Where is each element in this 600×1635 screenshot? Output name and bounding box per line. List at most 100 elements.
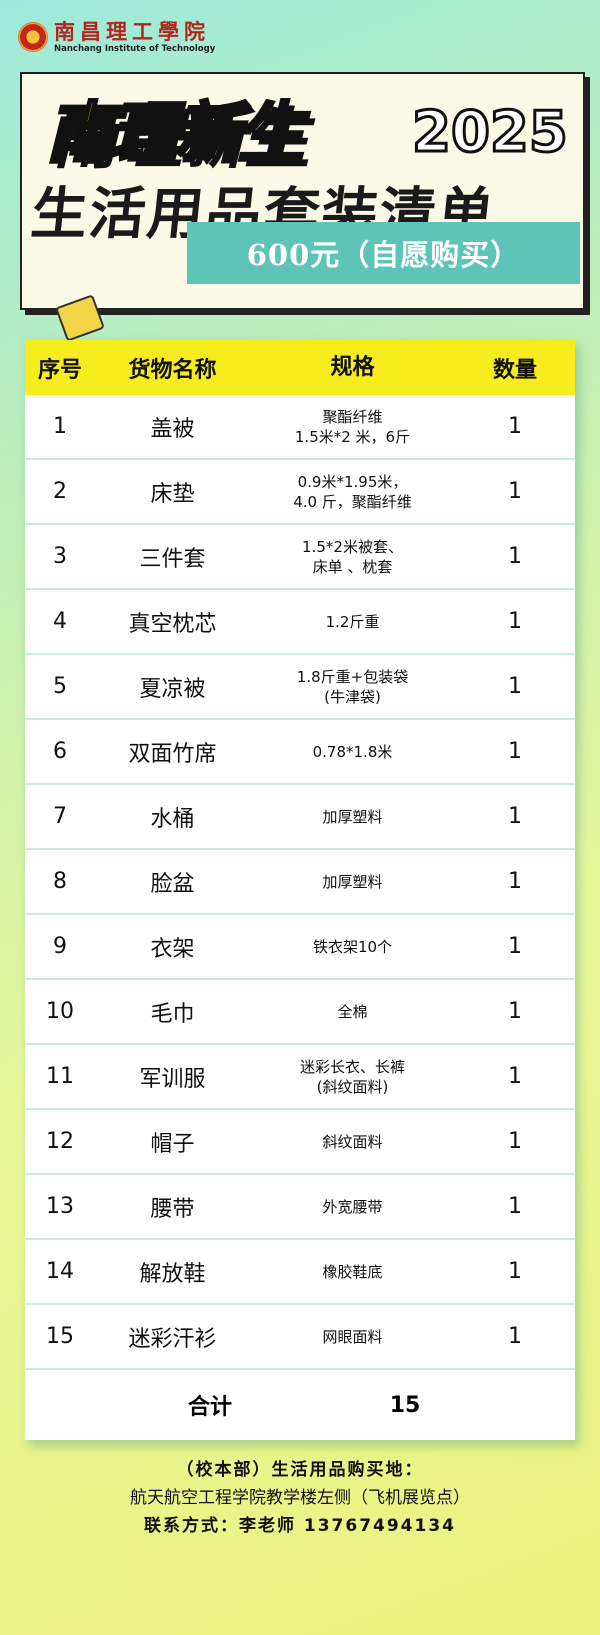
item-spec: 加厚塑料 xyxy=(250,872,455,892)
school-logo: 南昌理工學院 Nanchang Institute of Technology xyxy=(18,20,215,54)
item-qty: 1 xyxy=(508,1129,522,1154)
item-no: 3 xyxy=(53,544,67,569)
item-no: 2 xyxy=(53,479,67,504)
spec-line: 1.5*2米被套、 xyxy=(302,537,403,556)
table-row: 3 三件套 1.5*2米被套、 床单 、枕套 1 xyxy=(25,525,575,590)
table-row: 14 解放鞋 橡胶鞋底 1 xyxy=(25,1240,575,1305)
spec-line: 1.2斤重 xyxy=(325,612,380,631)
school-seal-icon xyxy=(18,22,48,52)
total-label: 合计 xyxy=(187,1395,232,1420)
header-no: 序号 xyxy=(37,357,82,383)
item-name: 解放鞋 xyxy=(139,1261,206,1287)
item-spec: 1.8斤重+包装袋 (牛津袋) xyxy=(250,667,455,707)
table-row: 8 脸盆 加厚塑料 1 xyxy=(25,850,575,915)
item-no: 8 xyxy=(53,869,67,894)
item-name: 衣架 xyxy=(150,936,195,962)
hero-title: 南理新生 xyxy=(45,94,306,174)
purchase-location-heading: （校本部）生活用品购买地： xyxy=(176,1460,424,1480)
spec-line: 4.0 斤，聚酯纤维 xyxy=(293,492,412,511)
hero-year: 2025 xyxy=(411,99,570,167)
table-row: 5 夏凉被 1.8斤重+包装袋 (牛津袋) 1 xyxy=(25,655,575,720)
hero-banner: 南理新生 2025 生活用品套装清单 600元（自愿购买） xyxy=(20,72,585,310)
spec-line: 网眼面料 xyxy=(322,1327,383,1346)
footer-info: （校本部）生活用品购买地： 航天航空工程学院教学楼左侧（飞机展览点） 联系方式：… xyxy=(0,1456,600,1540)
table-row: 9 衣架 铁衣架10个 1 xyxy=(25,915,575,980)
item-qty: 1 xyxy=(508,544,522,569)
table-row: 15 迷彩汗衫 网眼面料 1 xyxy=(25,1305,575,1370)
item-no: 4 xyxy=(53,609,67,634)
item-spec: 铁衣架10个 xyxy=(250,937,455,957)
spec-line: 外宽腰带 xyxy=(322,1197,383,1216)
item-qty: 1 xyxy=(508,1324,522,1349)
item-qty: 1 xyxy=(508,934,522,959)
item-name: 床垫 xyxy=(150,481,195,507)
item-qty: 1 xyxy=(508,869,522,894)
item-no: 5 xyxy=(53,674,67,699)
purchase-location: 航天航空工程学院教学楼左侧（飞机展览点） xyxy=(130,1488,470,1508)
table-row: 13 腰带 外宽腰带 1 xyxy=(25,1175,575,1240)
spec-line: (牛津袋) xyxy=(324,687,381,706)
header-qty: 数量 xyxy=(492,357,537,383)
item-spec: 1.5*2米被套、 床单 、枕套 xyxy=(250,537,455,577)
item-spec: 外宽腰带 xyxy=(250,1197,455,1217)
item-qty: 1 xyxy=(508,609,522,634)
table-row: 6 双面竹席 0.78*1.8米 1 xyxy=(25,720,575,785)
item-spec: 1.2斤重 xyxy=(250,612,455,632)
item-no: 6 xyxy=(53,739,67,764)
spec-line: 加厚塑料 xyxy=(322,872,383,891)
item-qty: 1 xyxy=(508,1194,522,1219)
item-name: 帽子 xyxy=(150,1131,195,1157)
spec-line: 1.8斤重+包装袋 xyxy=(296,667,409,686)
item-no: 11 xyxy=(46,1064,74,1089)
item-spec: 斜纹面料 xyxy=(250,1132,455,1152)
item-qty: 1 xyxy=(508,804,522,829)
item-name: 夏凉被 xyxy=(139,676,206,702)
item-no: 14 xyxy=(46,1259,74,1284)
item-name: 腰带 xyxy=(150,1196,195,1222)
item-name: 军训服 xyxy=(139,1066,206,1092)
item-spec: 橡胶鞋底 xyxy=(250,1262,455,1282)
item-spec: 加厚塑料 xyxy=(250,807,455,827)
spec-line: 加厚塑料 xyxy=(322,807,383,826)
item-spec: 0.9米*1.95米， 4.0 斤，聚酯纤维 xyxy=(250,472,455,512)
total-row: 合计 15 xyxy=(25,1370,575,1440)
spec-line: 0.78*1.8米 xyxy=(312,742,393,761)
item-no: 15 xyxy=(46,1324,74,1349)
spec-line: 斜纹面料 xyxy=(322,1132,383,1151)
total-value: 15 xyxy=(389,1392,421,1418)
item-name: 盖被 xyxy=(150,416,195,442)
spec-line: 橡胶鞋底 xyxy=(322,1262,383,1281)
item-spec: 全棉 xyxy=(250,1002,455,1022)
logo-chinese-name: 南昌理工學院 xyxy=(54,19,210,44)
item-qty: 1 xyxy=(508,1259,522,1284)
item-qty: 1 xyxy=(508,1064,522,1089)
item-qty: 1 xyxy=(508,414,522,439)
table-row: 4 真空枕芯 1.2斤重 1 xyxy=(25,590,575,655)
item-spec: 迷彩长衣、长裤 (斜纹面料) xyxy=(250,1057,455,1097)
item-name: 迷彩汗衫 xyxy=(128,1326,217,1352)
table-header: 序号 货物名称 规格 数量 xyxy=(25,340,575,395)
item-qty: 1 xyxy=(508,999,522,1024)
item-name: 真空枕芯 xyxy=(128,611,217,637)
logo-english-name: Nanchang Institute of Technology xyxy=(54,44,216,54)
item-no: 9 xyxy=(53,934,67,959)
contact-info: 联系方式：李老师 13767494134 xyxy=(143,1516,457,1536)
item-no: 1 xyxy=(53,414,67,439)
item-spec: 聚酯纤维 1.5米*2 米，6斤 xyxy=(250,407,455,447)
spec-line: 0.9米*1.95米， xyxy=(297,472,408,491)
spec-line: 迷彩长衣、长裤 xyxy=(299,1057,405,1076)
spec-line: (斜纹面料) xyxy=(316,1077,389,1096)
spec-line: 铁衣架10个 xyxy=(312,937,393,956)
item-name: 水桶 xyxy=(150,806,195,832)
item-qty: 1 xyxy=(508,479,522,504)
price-badge: 600元（自愿购买） xyxy=(187,222,580,284)
item-no: 10 xyxy=(46,999,74,1024)
table-row: 12 帽子 斜纹面料 1 xyxy=(25,1110,575,1175)
table-row: 7 水桶 加厚塑料 1 xyxy=(25,785,575,850)
item-name: 三件套 xyxy=(139,546,206,572)
table-row: 11 军训服 迷彩长衣、长裤 (斜纹面料) 1 xyxy=(25,1045,575,1110)
item-qty: 1 xyxy=(508,674,522,699)
header-spec: 规格 xyxy=(330,354,375,380)
item-name: 双面竹席 xyxy=(128,741,217,767)
item-spec: 网眼面料 xyxy=(250,1327,455,1347)
